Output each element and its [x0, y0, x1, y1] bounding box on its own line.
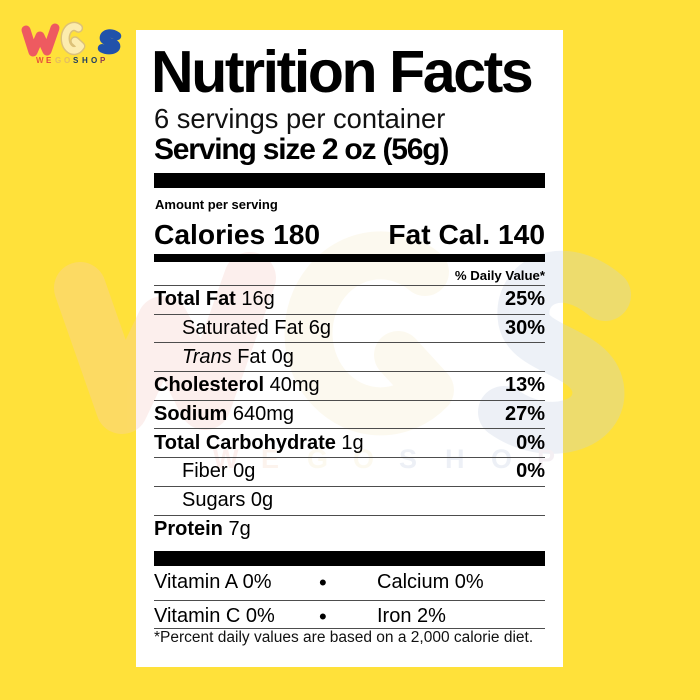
svg-text:G: G: [55, 56, 61, 65]
svg-text:W: W: [36, 56, 44, 65]
svg-text:H: H: [82, 56, 88, 65]
svg-text:E: E: [46, 56, 52, 65]
svg-text:S: S: [73, 56, 79, 65]
svg-text:O: O: [91, 56, 97, 65]
svg-text:P: P: [100, 56, 106, 65]
svg-text:O: O: [64, 56, 70, 65]
